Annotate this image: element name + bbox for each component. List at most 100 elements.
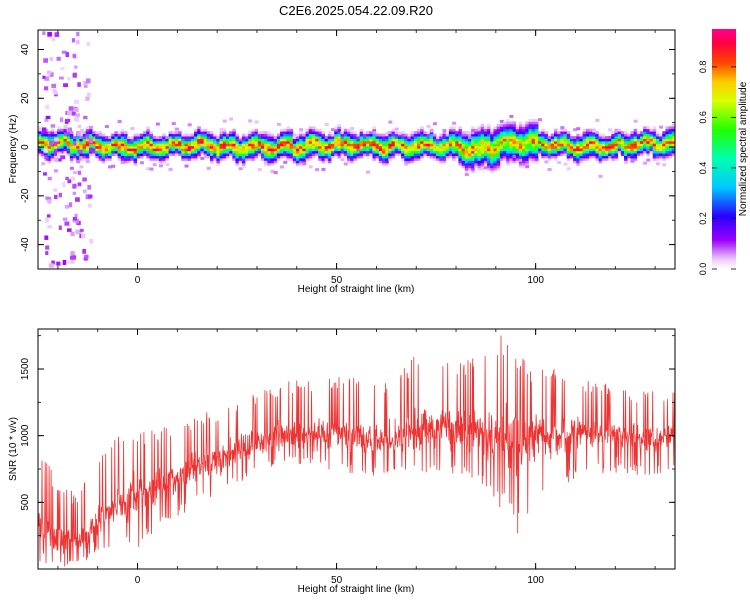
spectrogram-cell [238, 145, 243, 149]
spectrogram-cell [359, 136, 364, 139]
spectrogram-cell [50, 128, 55, 132]
spectrogram-cell [149, 167, 154, 171]
spectrogram-cell [534, 136, 539, 139]
spectrogram-cell [604, 138, 609, 142]
spectrogram-cell [200, 128, 205, 132]
spectrogram-cell [152, 163, 157, 167]
spectrogram-cell [553, 133, 558, 137]
spectrogram-cell [509, 140, 513, 144]
spectrogram-cell [70, 231, 75, 237]
spectrogram-cell [197, 148, 201, 152]
spectrogram-cell [662, 145, 666, 149]
spectrogram-cell [117, 138, 122, 142]
spectrogram-cell [569, 143, 574, 147]
spectrogram-cell [496, 153, 501, 156]
spectrogram-cell [305, 150, 310, 154]
spectrogram-cell [168, 150, 173, 154]
spectrogram-cell [318, 153, 322, 156]
spectrogram-cell [617, 148, 622, 152]
spectrogram-cell [471, 155, 475, 159]
spectrogram-cell [662, 131, 666, 135]
spectrogram-cell [350, 160, 354, 164]
spectrogram-cell [123, 143, 128, 147]
spectrogram-cell [490, 160, 494, 164]
spectrogram-cell [69, 136, 74, 139]
spectrogram-cell [337, 123, 341, 127]
spectrogram-cell [111, 133, 115, 137]
spectrogram-cell [480, 167, 485, 171]
spectrogram-cell [515, 136, 520, 139]
spectrogram-cell [576, 133, 580, 137]
spectrogram-cell [127, 160, 131, 164]
spectrogram-cell [617, 145, 622, 149]
spectrogram-cell [149, 150, 154, 154]
spectrogram-cell [47, 153, 52, 156]
spectrogram-cell [528, 155, 533, 159]
spectrogram-cell [44, 155, 48, 159]
spectrogram-cell [82, 248, 87, 254]
spectrogram-cell [222, 153, 227, 156]
spectrogram-cell [321, 148, 326, 152]
spectrogram-cell [525, 162, 529, 166]
spectrogram-cell [366, 155, 370, 159]
spectrogram-cell [675, 124, 679, 127]
spectrogram-cell [649, 148, 654, 152]
spectrogram-cell [165, 158, 169, 161]
spectrogram-cell [50, 138, 55, 142]
snr-series-line [38, 335, 675, 567]
spectrogram-cell [601, 133, 606, 137]
spectrogram-cell [356, 136, 361, 139]
spectrogram-cell [98, 143, 103, 147]
spectrogram-cell [72, 72, 77, 78]
spectrogram-cell [267, 153, 271, 156]
spectrogram-cell [381, 136, 386, 139]
spectrogram-cell [665, 143, 670, 147]
spectrogram-cell [633, 133, 638, 137]
spectrogram-cell [474, 136, 478, 139]
spectrogram-cell [318, 155, 322, 159]
spectrogram-cell [197, 133, 201, 137]
spectrogram-cell [531, 121, 536, 125]
spectrogram-cell [518, 155, 523, 159]
spectrogram-cell [229, 145, 233, 149]
spectrogram-cell [43, 86, 49, 91]
spectrogram-cell [174, 140, 179, 144]
spectrogram-cell [531, 145, 536, 149]
spectrogram-cell [44, 133, 48, 137]
spectrogram-cell [675, 115, 679, 118]
spectrogram-cell [464, 173, 469, 177]
spectrogram-cell [77, 149, 83, 154]
spectrogram-cell [85, 78, 91, 84]
spectrogram-cell [598, 140, 603, 144]
spectrogram-cell [639, 153, 644, 156]
spectrogram-cell [219, 138, 224, 142]
spectrogram-cell [614, 153, 619, 156]
spectrogram-cell [76, 31, 80, 37]
spectrogram-cell [458, 128, 463, 132]
spectrogram-cell [232, 145, 236, 149]
spectrogram-cell [391, 150, 396, 154]
spectrogram-cell [331, 153, 335, 156]
spectrogram-cell [340, 131, 345, 135]
spectrogram-cell [346, 158, 351, 161]
spectrogram-cell [181, 158, 185, 161]
spectrogram-cell [496, 150, 501, 154]
spectrogram-cell [553, 150, 558, 154]
spectrogram-cell [47, 136, 52, 139]
spectrogram-cell [117, 148, 122, 152]
spectrogram-cell [264, 162, 268, 166]
spectrogram-cell [503, 121, 507, 125]
spectrogram-cell [225, 155, 230, 159]
spectrogram-cell [573, 145, 577, 149]
spectrogram-cell [63, 145, 68, 149]
spectrogram-cell [442, 160, 447, 164]
spectrogram-cell [57, 145, 61, 149]
spectrogram-cell [550, 136, 555, 139]
spectrogram-cell [471, 162, 475, 166]
spectrogram-cell [162, 133, 166, 137]
spectrogram-cell [47, 150, 52, 154]
spectrogram-cell [509, 138, 513, 142]
spectrogram-cell [553, 155, 558, 159]
spectrogram-cell [378, 148, 383, 152]
spectrogram-cell [458, 155, 463, 159]
